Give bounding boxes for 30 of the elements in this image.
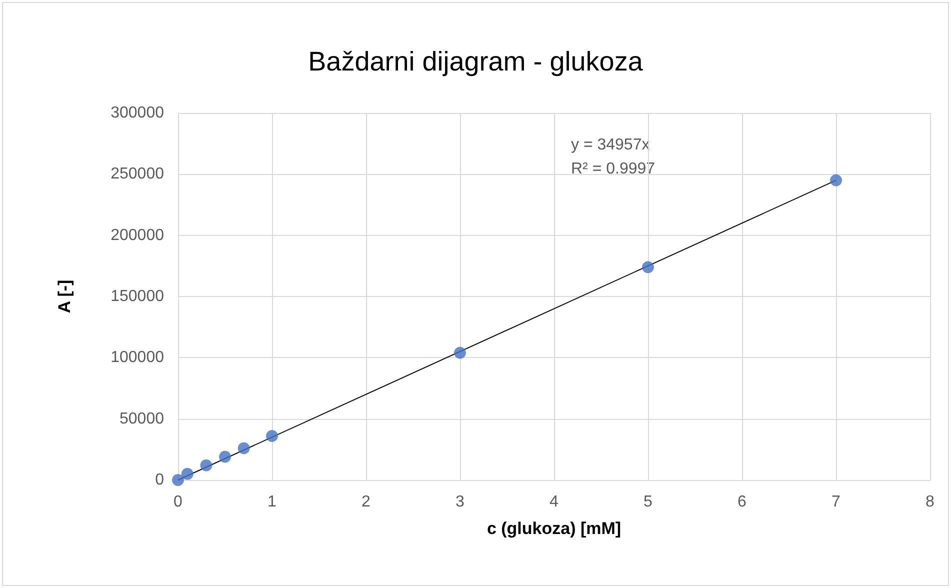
y-tick-label: 250000 (110, 166, 164, 183)
annotation: y = 34957x (571, 136, 650, 154)
x-tick-label: 5 (644, 494, 653, 510)
x-tick-label: 3 (456, 494, 465, 510)
point (266, 430, 278, 442)
x-tick-label: 1 (268, 494, 277, 510)
point (219, 450, 231, 463)
annotation: R² = 0.9997 (571, 160, 656, 178)
point (238, 442, 250, 454)
y-tick-label: 100000 (110, 349, 164, 366)
y-tick-label: 150000 (110, 288, 164, 305)
chart-title: Baždarni dijagram - glukoza (308, 46, 644, 76)
point (642, 261, 654, 274)
y-tick-label: 200000 (110, 226, 164, 244)
point (172, 474, 184, 486)
y-tick-label: 50000 (120, 410, 164, 428)
point (181, 468, 194, 480)
x-tick-label: 6 (738, 494, 747, 510)
x-tick-label: 8 (926, 494, 935, 510)
y-tick-label: 0 (155, 472, 164, 488)
x-tick-label: 2 (362, 494, 371, 510)
point (830, 174, 842, 186)
x-axis-title: c (glukoza) [mM] (486, 519, 622, 538)
point (454, 346, 466, 359)
y-tick-label: 300000 (110, 104, 164, 122)
x-tick-label: 7 (832, 494, 841, 510)
x-tick-label: 0 (174, 494, 183, 510)
point (200, 459, 212, 472)
y-axis-title: A [-] (55, 280, 74, 314)
x-tick-label: 4 (550, 494, 559, 510)
